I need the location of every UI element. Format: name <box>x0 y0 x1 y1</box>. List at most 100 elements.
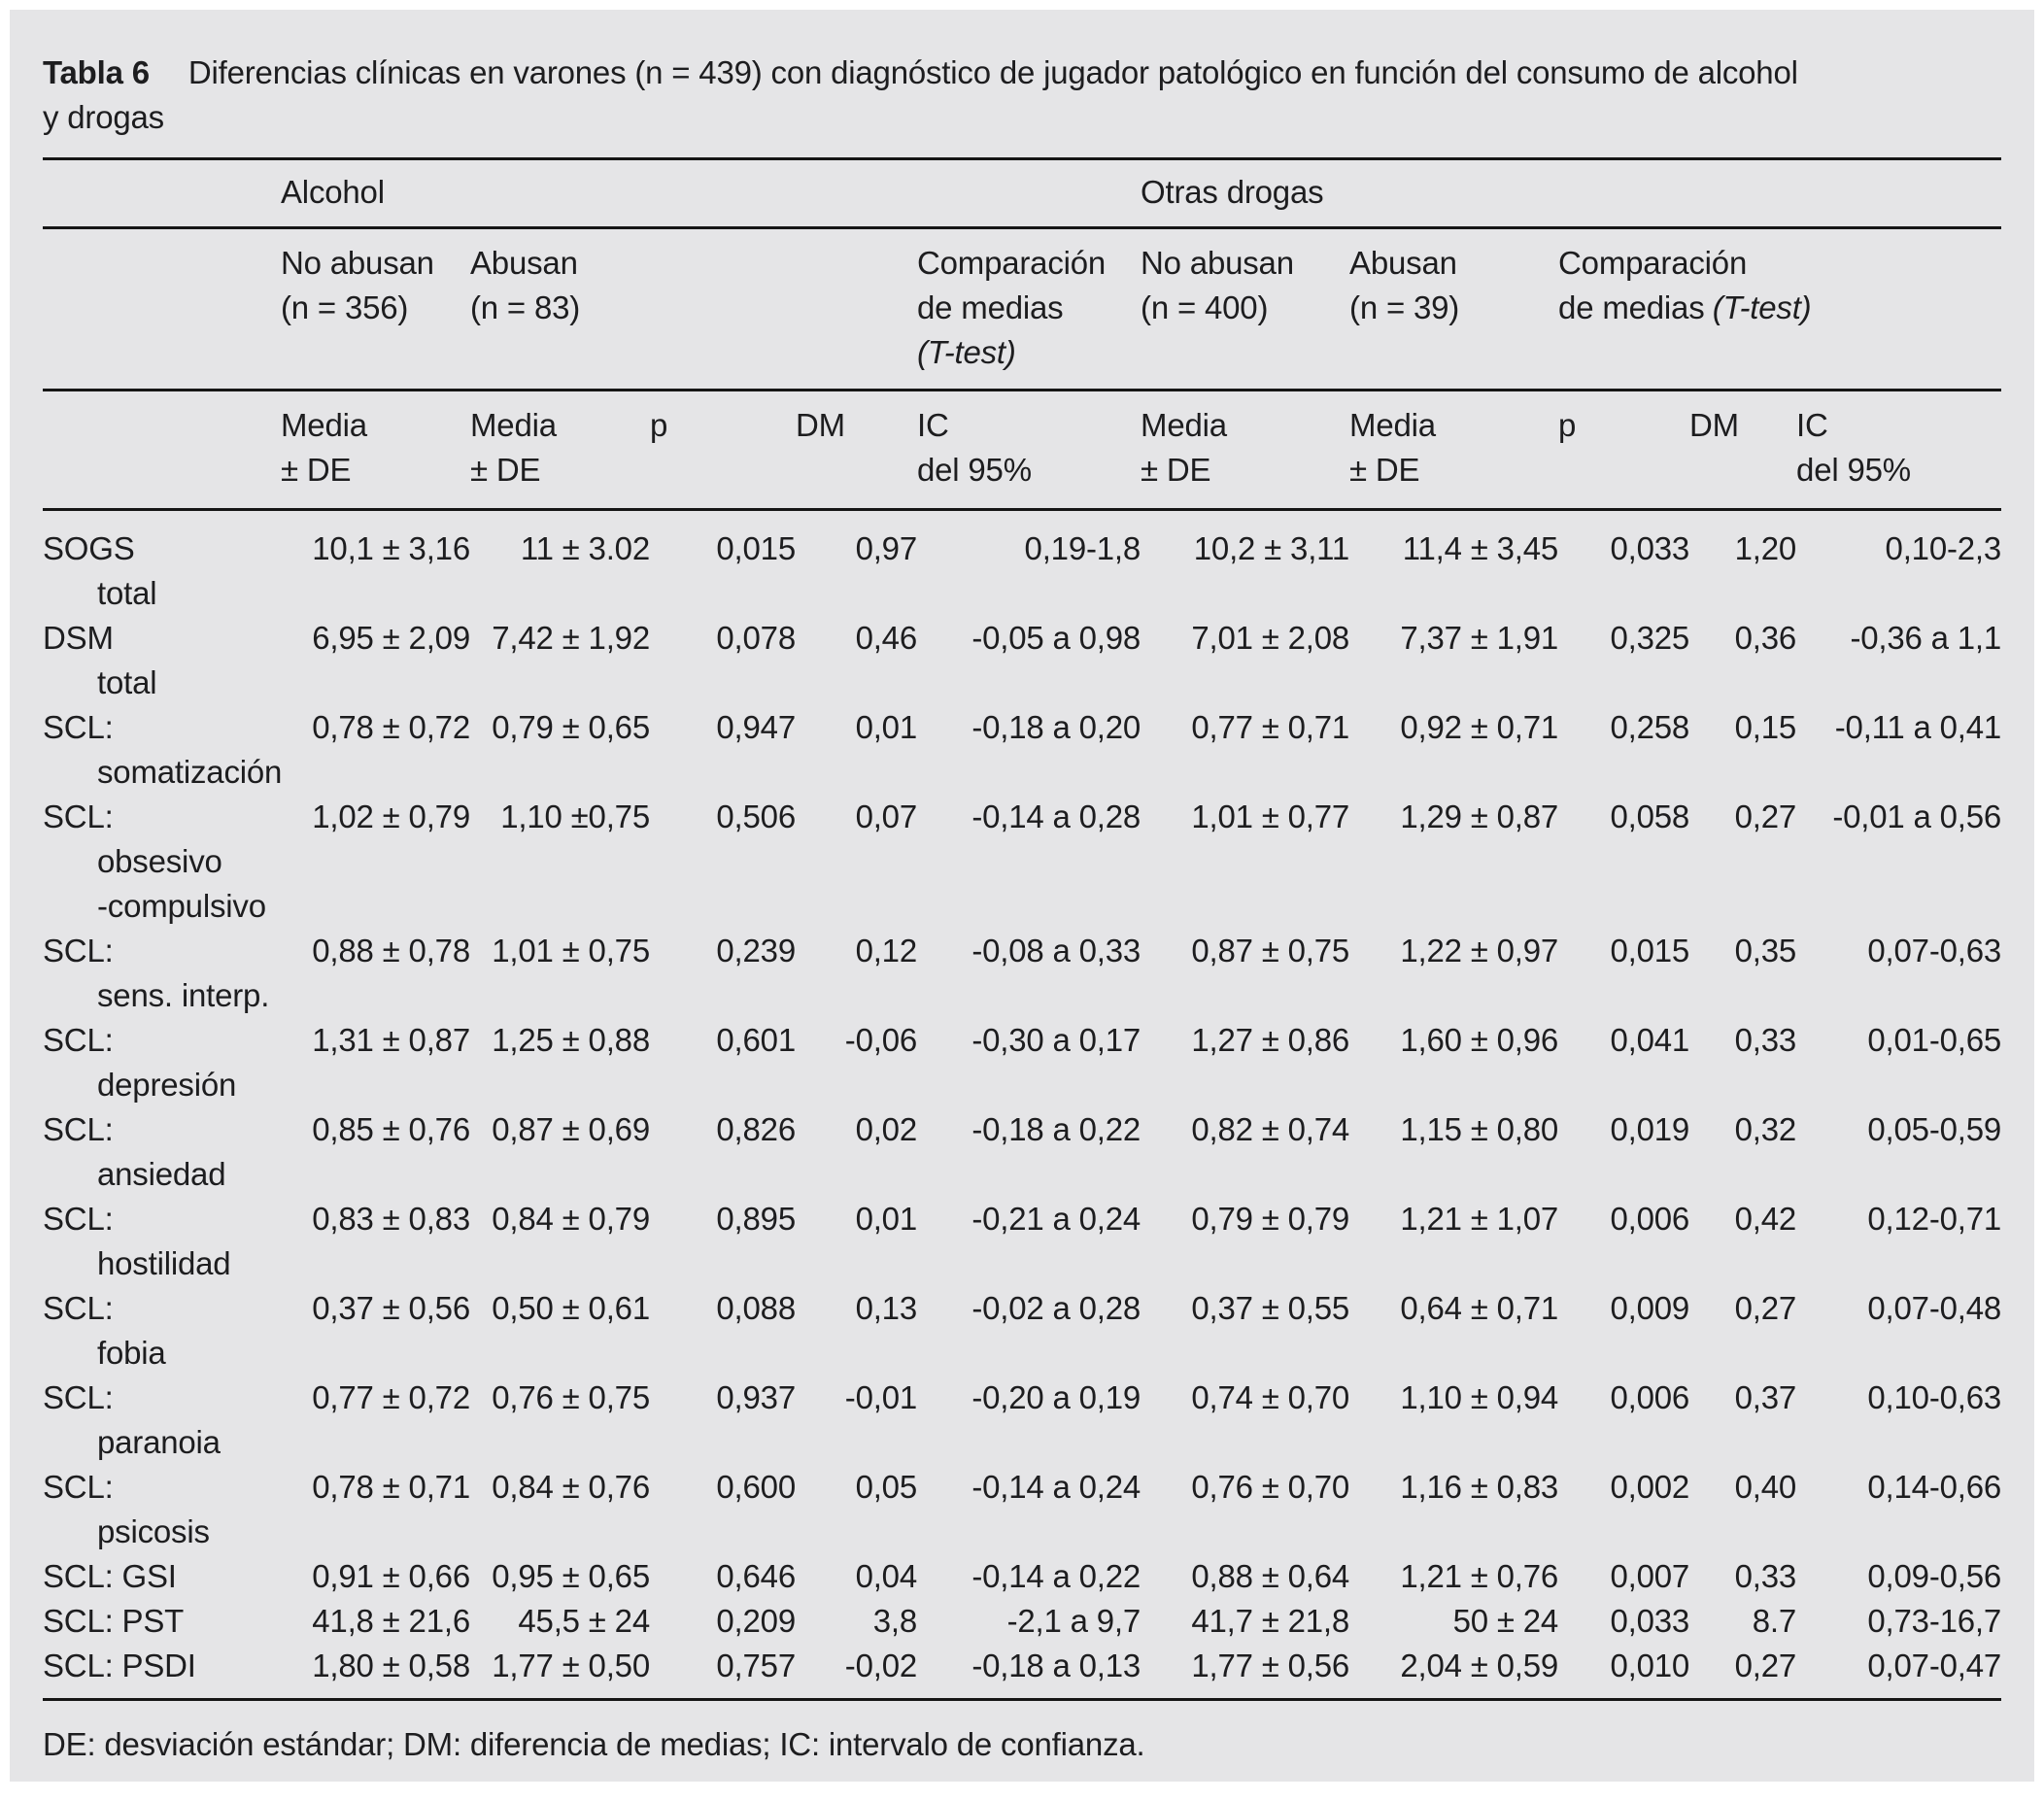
value-cell: 1,25 ± 0,88 <box>492 1022 650 1058</box>
value-cell: 0,85 ± 0,76 <box>312 1111 470 1147</box>
value-cell: 0,078 <box>716 620 796 656</box>
col-header-line: Media <box>470 407 557 443</box>
value-cell: 0,239 <box>716 933 796 968</box>
table-row: SCL: obsesivo -compulsivo 1,02 ± 0,79 1,10 ±… <box>43 795 2001 929</box>
col-header-media-de: Media ± DE <box>470 391 650 510</box>
table-row: SCL: PST 41,8 ± 21,6 45,5 ± 24 0,209 3,8 -2,1… <box>43 1599 2001 1644</box>
row-label-line: SOGS <box>43 530 135 566</box>
row-label-line: SCL: <box>43 933 114 968</box>
row-label-line: SCL: PST <box>43 1603 185 1639</box>
table-body: SOGS total 10,1 ± 3,16 11 ± 3.02 0,015 0,97 0,… <box>43 510 2001 1700</box>
value-cell: 0,258 <box>1610 709 1690 745</box>
value-cell: 0,002 <box>1610 1469 1690 1505</box>
value-cell: 0,006 <box>1610 1379 1690 1415</box>
col-header-line: ± DE <box>1349 452 1420 488</box>
value-cell: 0,033 <box>1610 1603 1690 1639</box>
value-cell: 0,50 ± 0,61 <box>492 1290 650 1326</box>
value-cell: 0,76 ± 0,70 <box>1191 1469 1350 1505</box>
subgroup-alcohol-comparacion: Comparación de medias (T-test) <box>917 228 1141 391</box>
table-panel: Tabla 6 Diferencias clínicas en varones (… <box>10 10 2034 1782</box>
table-row: SCL: ansiedad 0,85 ± 0,76 0,87 ± 0,69 0,826 0… <box>43 1107 2001 1197</box>
value-cell: -0,36 a 1,1 <box>1850 620 2002 656</box>
value-cell: 11 ± 3.02 <box>520 530 650 566</box>
col-header-line: ± DE <box>281 452 352 488</box>
value-cell: -0,18 a 0,13 <box>971 1648 1141 1683</box>
value-cell: 0,84 ± 0,79 <box>492 1201 650 1237</box>
row-label-line: SCL: <box>43 1379 114 1415</box>
value-cell: 3,8 <box>872 1603 917 1639</box>
col-header-line: del 95% <box>917 452 1032 488</box>
row-label: SCL: sens. interp. <box>43 929 281 1018</box>
value-cell: 0,601 <box>716 1022 796 1058</box>
table-row: SCL: somatización 0,78 ± 0,72 0,79 ± 0,65 0,… <box>43 705 2001 795</box>
row-label-line: fobia <box>97 1335 166 1371</box>
value-cell: 0,95 ± 0,65 <box>492 1558 650 1594</box>
col-header-line: Media <box>1349 407 1436 443</box>
subgroup-drogas-comparacion: Comparación de medias (T-test) <box>1558 228 2001 391</box>
value-cell: -0,14 a 0,28 <box>971 799 1141 834</box>
row-label: SCL: hostilidad <box>43 1197 281 1286</box>
value-cell: 0,01-0,65 <box>1867 1022 2002 1058</box>
value-cell: 7,01 ± 2,08 <box>1191 620 1350 656</box>
row-label: SCL: psicosis <box>43 1465 281 1554</box>
row-label: SCL: paranoia <box>43 1376 281 1465</box>
row-label-line: total <box>97 664 157 700</box>
value-cell: 0,79 ± 0,65 <box>492 709 650 745</box>
value-cell: -0,05 a 0,98 <box>971 620 1141 656</box>
value-cell: 0,041 <box>1610 1022 1690 1058</box>
value-cell: 10,2 ± 3,11 <box>1193 530 1350 566</box>
table-title: Diferencias clínicas en varones (n = 439… <box>187 54 1798 90</box>
value-cell: 0,757 <box>716 1648 796 1683</box>
value-cell: 0,92 ± 0,71 <box>1400 709 1559 745</box>
value-cell: 0,010 <box>1610 1648 1690 1683</box>
col-header-p: p <box>1558 407 1577 443</box>
value-cell: 10,1 ± 3,16 <box>312 530 470 566</box>
subgroup-line: (n = 83) <box>470 289 581 325</box>
value-cell: 0,13 <box>855 1290 918 1326</box>
value-cell: 1,10 ±0,75 <box>500 799 650 834</box>
value-cell: 0,05 <box>855 1469 918 1505</box>
value-cell: -0,14 a 0,22 <box>971 1558 1141 1594</box>
col-header-ic: IC del 95% <box>1796 391 2001 510</box>
value-cell: 1,27 ± 0,86 <box>1191 1022 1350 1058</box>
value-cell: -0,30 a 0,17 <box>971 1022 1141 1058</box>
value-cell: 0,058 <box>1610 799 1690 834</box>
value-cell: 0,79 ± 0,79 <box>1191 1201 1350 1237</box>
row-label: SCL: PSDI <box>43 1644 281 1700</box>
value-cell: -0,02 a 0,28 <box>971 1290 1141 1326</box>
row-label: SCL: obsesivo -compulsivo <box>43 795 281 929</box>
table-row: SCL: PSDI 1,80 ± 0,58 1,77 ± 0,50 0,757 -0,0… <box>43 1644 2001 1700</box>
value-cell: 45,5 ± 24 <box>518 1603 650 1639</box>
value-cell: 0,83 ± 0,83 <box>312 1201 470 1237</box>
value-cell: 1,80 ± 0,58 <box>312 1648 470 1683</box>
table-number-label: Tabla 6 <box>43 54 150 90</box>
value-cell: 0,015 <box>716 530 796 566</box>
value-cell: 0,46 <box>855 620 918 656</box>
value-cell: -0,06 <box>844 1022 917 1058</box>
col-header-line: Media <box>281 407 367 443</box>
value-cell: 1,77 ± 0,56 <box>1191 1648 1350 1683</box>
row-label: SCL: GSI <box>43 1554 281 1599</box>
value-cell: 0,37 ± 0,55 <box>1191 1290 1350 1326</box>
empty-cell <box>43 228 281 391</box>
value-cell: 0,01 <box>855 1201 918 1237</box>
table-row: SCL: sens. interp. 0,88 ± 0,78 1,01 ± 0,75 0… <box>43 929 2001 1018</box>
subgroup-line: (n = 400) <box>1141 289 1269 325</box>
value-cell: 0,05-0,59 <box>1867 1111 2002 1147</box>
subgroup-line: No abusan <box>1141 245 1294 281</box>
value-cell: 0,35 <box>1734 933 1797 968</box>
value-cell: 0,07-0,63 <box>1867 933 2002 968</box>
table-footnote: DE: desviación estándar; DM: diferencia … <box>43 1726 1145 1762</box>
value-cell: 0,33 <box>1734 1558 1797 1594</box>
value-cell: -0,18 a 0,22 <box>971 1111 1141 1147</box>
subgroup-line-text: de medias <box>1558 289 1705 325</box>
value-cell: 1,20 <box>1734 530 1797 566</box>
value-cell: 0,12 <box>855 933 918 968</box>
value-cell: 0,895 <box>716 1201 796 1237</box>
value-cell: 0,07-0,48 <box>1867 1290 2002 1326</box>
subgroup-line: No abusan <box>281 245 434 281</box>
row-label-line: DSM <box>43 620 114 656</box>
empty-cell <box>796 228 917 391</box>
value-cell: 0,14-0,66 <box>1867 1469 2002 1505</box>
row-label-line: depresión <box>97 1067 237 1103</box>
